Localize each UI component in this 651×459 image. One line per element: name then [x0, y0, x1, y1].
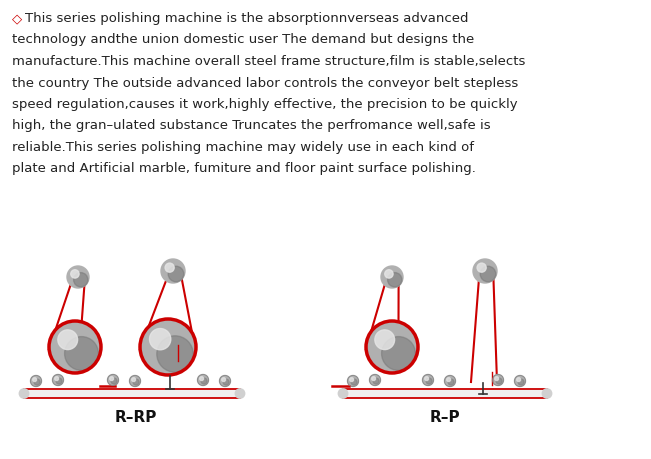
Circle shape [381, 337, 415, 370]
Circle shape [381, 266, 403, 288]
Circle shape [197, 375, 208, 386]
Circle shape [34, 379, 40, 385]
Text: R–RP: R–RP [115, 409, 157, 424]
Circle shape [518, 379, 524, 385]
Circle shape [236, 389, 245, 398]
Circle shape [219, 375, 230, 386]
Circle shape [67, 266, 89, 288]
Bar [343, 389, 547, 398]
Circle shape [387, 273, 402, 287]
Circle shape [201, 378, 207, 384]
Circle shape [58, 330, 77, 350]
Circle shape [496, 378, 502, 384]
Circle shape [517, 378, 521, 382]
Circle shape [110, 377, 113, 381]
Circle shape [448, 379, 454, 385]
Circle shape [366, 321, 418, 373]
Circle shape [53, 375, 64, 386]
Text: speed regulation,causes it work,highly effective, the precision to be quickly: speed regulation,causes it work,highly e… [12, 98, 518, 111]
Text: high, the gran–ulated substance Truncates the perfromance well,safe is: high, the gran–ulated substance Truncate… [12, 119, 491, 132]
Circle shape [370, 375, 380, 386]
Circle shape [350, 378, 353, 382]
Circle shape [424, 377, 428, 381]
Circle shape [493, 375, 503, 386]
Circle shape [140, 319, 196, 375]
Circle shape [168, 267, 184, 282]
Text: plate and Artificial marble, fumiture and floor paint surface polishing.: plate and Artificial marble, fumiture an… [12, 162, 476, 175]
Text: ◇: ◇ [12, 12, 22, 25]
Circle shape [495, 377, 499, 381]
Circle shape [445, 375, 456, 386]
Circle shape [64, 337, 98, 370]
Circle shape [20, 389, 29, 398]
Circle shape [132, 378, 135, 382]
Circle shape [111, 378, 117, 384]
Text: technology andthe union domestic user The demand but designs the: technology andthe union domestic user Th… [12, 34, 474, 46]
Circle shape [49, 321, 101, 373]
Circle shape [31, 375, 42, 386]
Circle shape [165, 263, 174, 273]
Circle shape [372, 377, 376, 381]
Text: the country The outside advanced labor controls the conveyor belt stepless: the country The outside advanced labor c… [12, 76, 518, 90]
Circle shape [422, 375, 434, 386]
Circle shape [447, 378, 450, 382]
Circle shape [375, 330, 395, 350]
Text: R–P: R–P [430, 409, 460, 424]
Circle shape [150, 329, 171, 350]
Circle shape [514, 375, 525, 386]
Circle shape [373, 378, 379, 384]
Circle shape [348, 375, 359, 386]
Circle shape [133, 379, 139, 385]
Circle shape [33, 378, 36, 382]
Circle shape [351, 379, 357, 385]
Circle shape [473, 259, 497, 283]
Circle shape [542, 389, 551, 398]
Text: manufacture.This machine overall steel frame structure,film is stable,selects: manufacture.This machine overall steel f… [12, 55, 525, 68]
Circle shape [56, 378, 62, 384]
Circle shape [55, 377, 59, 381]
Text: reliable.This series polishing machine may widely use in each kind of: reliable.This series polishing machine m… [12, 141, 474, 154]
Circle shape [161, 259, 185, 283]
Circle shape [480, 267, 496, 282]
Circle shape [426, 378, 432, 384]
Circle shape [107, 375, 118, 386]
Circle shape [385, 270, 393, 279]
Bar [24, 389, 240, 398]
Circle shape [339, 389, 348, 398]
Circle shape [222, 378, 225, 382]
Circle shape [200, 377, 204, 381]
Circle shape [157, 336, 193, 372]
Circle shape [477, 263, 486, 273]
Text: This series polishing machine is the absorptionnverseas advanced: This series polishing machine is the abs… [25, 12, 469, 25]
Circle shape [223, 379, 229, 385]
Circle shape [130, 375, 141, 386]
Circle shape [74, 273, 88, 287]
Circle shape [71, 270, 79, 279]
